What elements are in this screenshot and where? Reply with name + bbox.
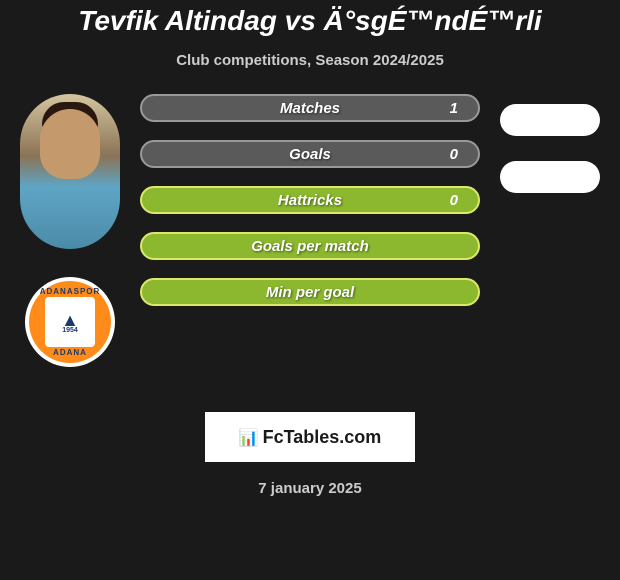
stat-value: 1 — [450, 100, 458, 117]
stats-column: Matches 1 Goals 0 Hattricks 0 Goals per … — [130, 94, 490, 306]
stat-value: 0 — [450, 192, 458, 209]
main-container: Tevfik Altindag vs Ä°sgÉ™ndÉ™rli Club co… — [0, 0, 620, 502]
player-photo — [20, 94, 120, 249]
stat-label: Hattricks — [278, 192, 342, 209]
player-face-shape — [40, 109, 100, 179]
stat-label: Goals per match — [251, 238, 369, 255]
subtitle: Club competitions, Season 2024/2025 — [0, 52, 620, 69]
stat-bar-matches: Matches 1 — [140, 94, 480, 122]
stat-row-mpg: Min per goal — [140, 278, 480, 306]
stat-bar-hattricks: Hattricks 0 — [140, 186, 480, 214]
site-logo-text: 📊FcTables.com — [239, 427, 382, 448]
stat-bar-mpg: Min per goal — [140, 278, 480, 306]
chart-icon: 📊 — [239, 428, 259, 448]
team-logo: ADANASPOR ▲ 1954 ADANA — [25, 277, 115, 367]
stat-bar-goals: Goals 0 — [140, 140, 480, 168]
player-right-column — [490, 94, 610, 193]
footer: 📊FcTables.com 7 january 2025 — [0, 412, 620, 497]
team-logo-center: ▲ 1954 — [45, 297, 95, 347]
date-text: 7 january 2025 — [258, 480, 361, 497]
player-left-column: ADANASPOR ▲ 1954 ADANA — [10, 94, 130, 367]
comparison-panel: ADANASPOR ▲ 1954 ADANA Matches 1 Goals — [0, 94, 620, 367]
stat-value: 0 — [450, 146, 458, 163]
site-name: FcTables.com — [263, 427, 382, 447]
team-logo-text-top: ADANASPOR — [40, 287, 101, 296]
page-title: Tevfik Altindag vs Ä°sgÉ™ndÉ™rli — [0, 5, 620, 37]
stat-row-matches: Matches 1 — [140, 94, 480, 122]
stat-row-gpm: Goals per match — [140, 232, 480, 260]
team-logo-text-bottom: ADANA — [53, 348, 87, 357]
stat-label: Min per goal — [266, 284, 354, 301]
stat-label: Goals — [289, 146, 331, 163]
team-logo-inner: ADANASPOR ▲ 1954 ADANA — [29, 281, 111, 363]
site-logo-box[interactable]: 📊FcTables.com — [205, 412, 415, 462]
stat-row-hattricks: Hattricks 0 — [140, 186, 480, 214]
right-pill-1 — [500, 104, 600, 136]
stat-label: Matches — [280, 100, 340, 117]
team-logo-year: 1954 — [62, 327, 78, 334]
stat-bar-gpm: Goals per match — [140, 232, 480, 260]
stat-row-goals: Goals 0 — [140, 140, 480, 168]
right-pill-2 — [500, 161, 600, 193]
